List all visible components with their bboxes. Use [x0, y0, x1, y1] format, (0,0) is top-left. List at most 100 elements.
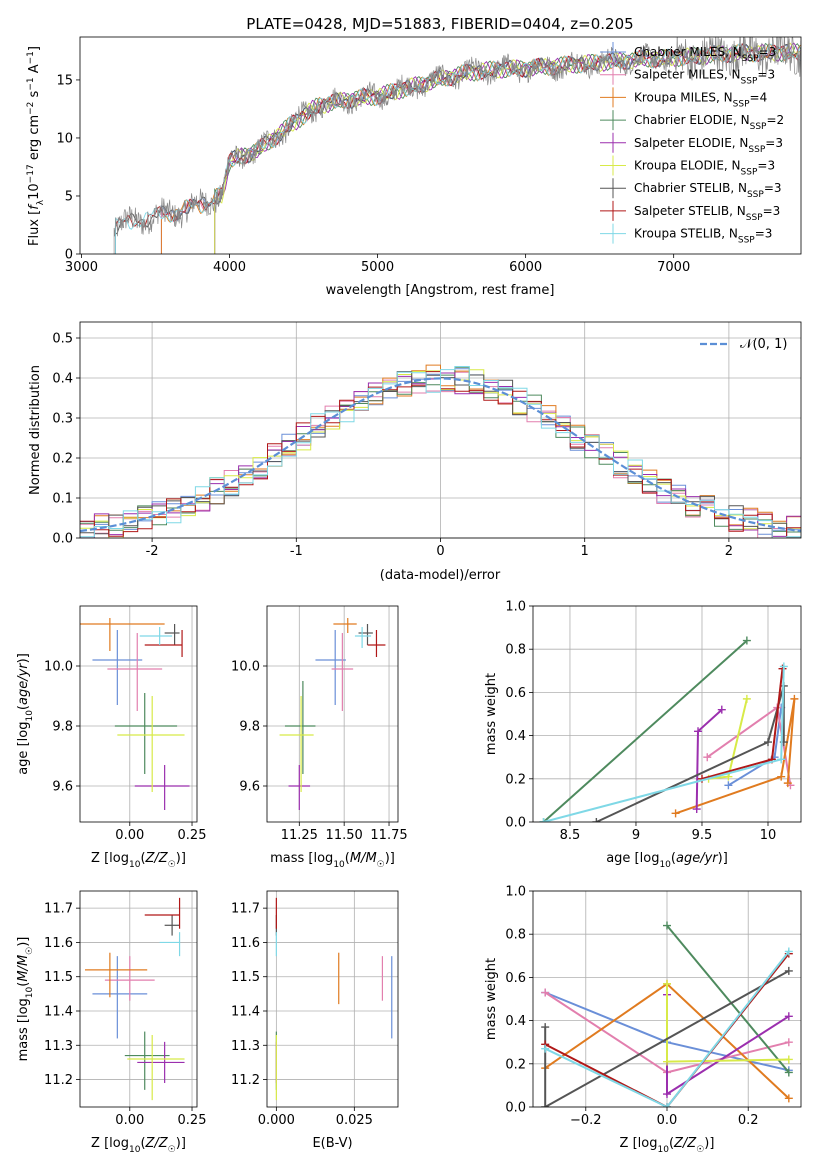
- y-tick-label: 1.0: [505, 885, 526, 900]
- x-tick-label: 11.50: [326, 828, 363, 843]
- age-vs-Z-axes: 0.00 0.259.69.810.0Z [log10(Z/Z☉)]age [lo…: [16, 605, 206, 870]
- label-part: age [log: [16, 722, 31, 775]
- label-part: (: [669, 1136, 674, 1151]
- plot-area: [541, 921, 793, 1107]
- legend-entry: Kroupa ELODIE, NSSP=3: [634, 159, 775, 178]
- x-tick-label: 9.5: [692, 828, 713, 843]
- label-part: (: [140, 1136, 145, 1151]
- x-axis-label: wavelength [Angstrom, rest frame]: [326, 283, 555, 298]
- axes-frame: [266, 605, 399, 823]
- label-part: ]: [27, 46, 42, 51]
- y-tick-label: 10: [56, 131, 73, 146]
- weight-line: [542, 639, 748, 822]
- legend-entry: 𝒩(0, 1): [740, 337, 787, 352]
- legend-entry: Kroupa STELIB, NSSP=3: [634, 227, 772, 246]
- weight-marker: [777, 755, 786, 764]
- label-part: 10: [333, 860, 345, 870]
- label-part: =2: [766, 113, 784, 127]
- weight-marker: [784, 1038, 793, 1047]
- y-tick-label: 5: [65, 189, 73, 204]
- weight-marker: [663, 1057, 671, 1066]
- x-tick-label: -2: [146, 544, 159, 559]
- y-tick-label: 11.7: [44, 902, 73, 917]
- y-tick-label: 0.6: [505, 686, 526, 701]
- x-tick-label: 7000: [657, 260, 690, 275]
- y-tick-label: 11.6: [44, 936, 73, 951]
- weight-marker: [784, 1094, 793, 1103]
- label-part: SSP: [746, 213, 763, 223]
- weight-marker: [779, 662, 788, 671]
- y-tick-label: 11.3: [44, 1039, 73, 1054]
- y-tick-label: 0.8: [505, 643, 526, 658]
- plot-area: [84, 897, 185, 1101]
- plot-area: [80, 364, 801, 538]
- x-axis-label: Z [log10(Z/Z☉)]: [91, 1136, 186, 1155]
- label-part: Flux [: [27, 210, 42, 246]
- label-part: =4: [750, 90, 768, 104]
- legend-entry: Chabrier STELIB, NSSP=3: [634, 181, 782, 200]
- x-tick-label: 6000: [509, 260, 542, 275]
- label-part: ☉: [168, 860, 176, 870]
- weight-marker: [724, 781, 733, 790]
- label-part: SSP: [733, 99, 750, 109]
- x-tick-label: 9: [632, 828, 640, 843]
- label-part: (: [671, 851, 676, 866]
- weight-marker: [694, 727, 703, 736]
- label-part: −2: [26, 102, 36, 115]
- legend-entry: Salpeter MILES, NSSP=3: [634, 68, 775, 87]
- y-tick-label: 0.6: [505, 971, 526, 986]
- y-tick-label: 0.2: [505, 1057, 526, 1072]
- label-part: f: [27, 203, 42, 210]
- label-part: SSP: [741, 168, 758, 178]
- y-tick-label: 11.5: [231, 970, 260, 985]
- label-part: =3: [763, 204, 781, 218]
- y-tick-label: 0.5: [52, 332, 73, 347]
- x-tick-label: 2: [725, 544, 733, 559]
- plot-area: [275, 897, 393, 1101]
- x-tick-label: 11.75: [370, 828, 407, 843]
- label-part: −1: [26, 77, 36, 90]
- legend-entry: Salpeter STELIB, NSSP=3: [634, 204, 780, 223]
- label-part: (: [140, 851, 145, 866]
- y-tick-label: 11.2: [231, 1073, 260, 1088]
- label-part: SSP: [747, 190, 764, 200]
- weight-vs-Z-axes: −0.2 0.0 0.2 0.0 0.2 0.4 0.6 0.8 1.0 Z [log10(Z/Z…: [484, 885, 802, 1155]
- y-tick-label: 15: [56, 73, 73, 88]
- label-part: )]: [16, 937, 31, 947]
- y-axis-label: Flux [fλ10−17 erg cm−2 s−1 A−1]: [26, 46, 46, 246]
- y-tick-label: 9.6: [239, 780, 260, 795]
- legend-entry: Kroupa MILES, NSSP=4: [634, 90, 767, 109]
- weight-marker: [671, 809, 680, 818]
- label-part: 10: [659, 860, 671, 870]
- weight-marker: [663, 1090, 671, 1099]
- x-tick-label: 0.2: [738, 1113, 759, 1128]
- weight-marker: [742, 636, 751, 645]
- y-tick-label: 11.2: [44, 1073, 73, 1088]
- label-part: Z [log: [91, 851, 129, 866]
- weight-line: [595, 685, 785, 822]
- weight-marker: [541, 1023, 550, 1032]
- y-tick-label: 0.4: [505, 729, 526, 744]
- x-axis-label: mass [log10(M/M☉)]: [270, 851, 395, 870]
- label-part: E(B-V): [312, 1136, 352, 1151]
- label-part: =3: [757, 68, 775, 82]
- y-tick-label: 11.4: [44, 1005, 73, 1020]
- weight-marker: [717, 705, 726, 714]
- weight-marker: [763, 738, 772, 747]
- x-tick-label: 10: [760, 828, 777, 843]
- x-tick-label: 1: [581, 544, 589, 559]
- y-axis-label: mass [log10(M/M☉)]: [16, 937, 35, 1062]
- residual-histogram-step: [80, 366, 801, 538]
- plot-area: [539, 636, 799, 822]
- legend-entry: Chabrier ELODIE, NSSP=2: [634, 113, 784, 132]
- y-tick-label: 9.6: [52, 780, 73, 795]
- weight-line: [666, 994, 790, 1096]
- label-part: Salpeter STELIB, N: [634, 204, 746, 218]
- label-part: age/yr: [676, 851, 719, 866]
- label-part: SSP: [741, 77, 758, 87]
- label-part: (0, 1): [752, 337, 787, 352]
- spectrum-axes: 3000 4000 5000 6000 7000 0 5 10 15 Chabrier MILES…: [26, 36, 802, 298]
- label-part: erg cm: [27, 115, 42, 164]
- residual-axes: -2 -1 0 1 2 0.0 0.1 0.2 0.3 0.4 0.5 𝒩(0, 1) (data-mo…: [28, 321, 802, 583]
